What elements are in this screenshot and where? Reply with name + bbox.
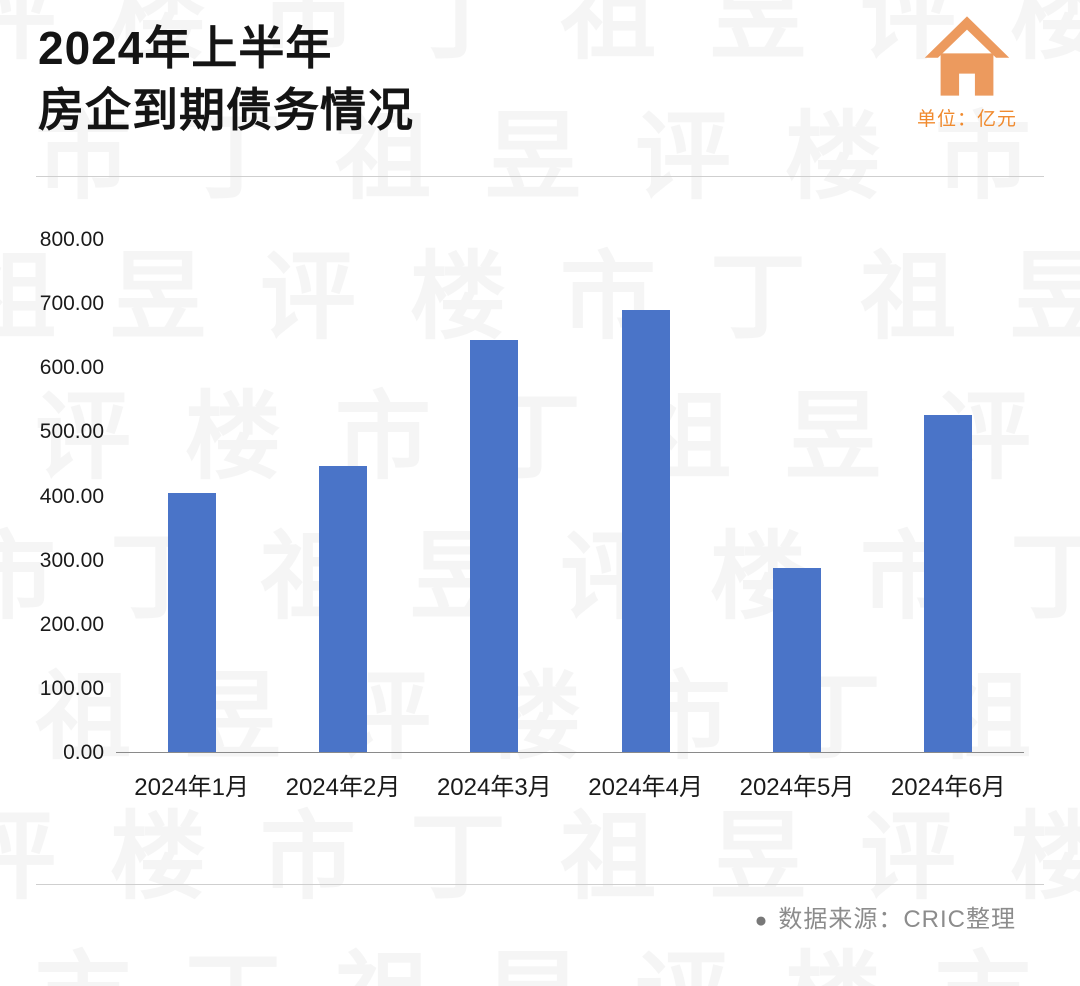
source-label: 数据来源：CRIC整理 [778, 906, 1016, 933]
watermark-char: 祖 [560, 0, 656, 66]
unit-label: 单位：亿元 [916, 109, 1017, 130]
watermark-char: 评 [635, 950, 731, 986]
y-tick-label: 200.00 [39, 612, 104, 636]
bar-slot [873, 240, 1024, 752]
watermark-char: 昱 [485, 110, 581, 206]
x-tick-label: 2024年5月 [739, 774, 855, 801]
page-title-line1: 2024年上半年 [38, 22, 333, 74]
source-bullet-icon: ● [754, 909, 769, 932]
header-divider [36, 176, 1044, 177]
bar-slot [721, 240, 872, 752]
x-tick-label: 2024年1月 [134, 774, 250, 801]
watermark-char: 祖 [335, 950, 431, 986]
data-source: ● 数据来源：CRIC整理 [755, 899, 1016, 934]
page-header: 2024年上半年 房企到期债务情况 [38, 18, 414, 141]
y-tick-label: 800.00 [39, 228, 104, 251]
watermark-char: 昱 [485, 950, 581, 986]
x-tick-label: 2024年4月 [588, 774, 704, 801]
x-tick-label: 2024年6月 [890, 774, 1006, 801]
bar [470, 340, 519, 752]
y-axis: 800.00 700.00 600.00 500.00 400.00 300.00 200.… [36, 228, 104, 788]
x-tick-label: 2024年3月 [436, 774, 552, 801]
y-tick-label: 300.00 [39, 548, 104, 572]
bar-chart: 800.00 700.00 600.00 500.00 400.00 300.00 200.… [36, 228, 1044, 828]
y-tick-label: 100.00 [39, 676, 104, 700]
y-tick-label: 600.00 [39, 356, 104, 380]
bar-slot [419, 240, 570, 752]
y-tick-label: 400.00 [39, 484, 104, 508]
house-icon [924, 16, 1010, 96]
page-title-line2: 房企到期债务情况 [38, 83, 414, 136]
x-axis-labels: 2024年1月 2024年2月 2024年3月 2024年4月 2024年5月 2024年… [116, 767, 1024, 802]
y-tick-label: 500.00 [39, 420, 104, 444]
y-tick-label: 0.00 [63, 741, 104, 764]
bars-container [116, 240, 1024, 752]
plot-area [116, 240, 1024, 753]
bar [924, 414, 973, 752]
watermark-char: 市 [935, 950, 1031, 986]
y-tick-label: 700.00 [39, 292, 104, 316]
bar-slot [267, 240, 418, 752]
bar [318, 465, 367, 752]
watermark-char: 昱 [710, 0, 806, 66]
watermark-char: 楼 [785, 110, 881, 206]
watermark-char: 丁 [410, 0, 506, 66]
bar-slot [116, 240, 267, 752]
watermark-char: 丁 [185, 950, 281, 986]
bar [772, 567, 821, 752]
unit-block: 单位：亿元 [912, 12, 1022, 131]
watermark-char: 楼 [785, 950, 881, 986]
bar [621, 310, 670, 752]
x-tick-label: 2024年2月 [285, 774, 401, 801]
watermark-char: 评 [635, 110, 731, 206]
bar-slot [570, 240, 721, 752]
bar [167, 492, 216, 752]
footer-divider [36, 884, 1044, 885]
watermark-char: 市 [35, 950, 131, 986]
